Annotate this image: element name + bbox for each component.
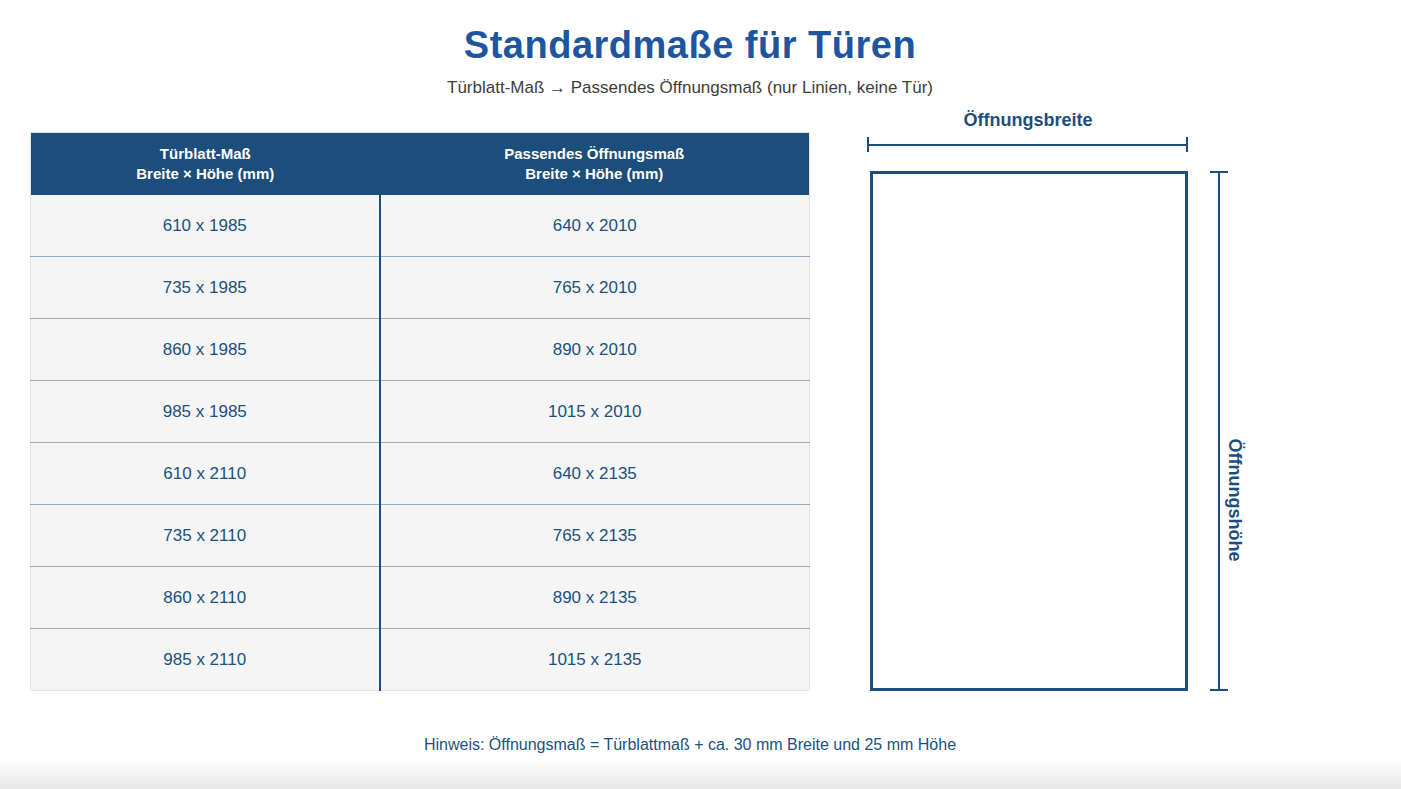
- bottom-gradient-band: [0, 762, 1401, 789]
- door-sizes-table: Türblatt-Maß Breite × Höhe (mm) Passende…: [30, 132, 810, 691]
- column-title: Passendes Öffnungsmaß: [380, 144, 810, 164]
- table-cell-tuerblatt: 985 x 1985: [31, 381, 380, 443]
- table-cell-oeffnungsmass: 765 x 2010: [380, 257, 810, 319]
- table-cell-tuerblatt: 735 x 1985: [31, 257, 380, 319]
- table-cell-oeffnungsmass: 890 x 2010: [380, 319, 810, 381]
- page: Standardmaße für Türen Türblatt-Maß → Pa…: [0, 0, 1401, 789]
- page-subtitle: Türblatt-Maß → Passendes Öffnungsmaß (nu…: [0, 78, 1380, 98]
- table-cell-oeffnungsmass: 640 x 2010: [380, 195, 810, 257]
- table-cell-tuerblatt: 610 x 1985: [31, 195, 380, 257]
- table-row: 860 x 2110 890 x 2135: [31, 567, 810, 629]
- opening-width-label: Öffnungsbreite: [868, 110, 1188, 131]
- opening-height-label-text: Öffnungshöhe: [1224, 439, 1245, 562]
- table-row: 610 x 2110 640 x 2135: [31, 443, 810, 505]
- footer-note: Hinweis: Öffnungsmaß = Türblattmaß + ca.…: [0, 736, 1380, 754]
- column-header-tuerblatt: Türblatt-Maß Breite × Höhe (mm): [31, 133, 380, 196]
- table-cell-oeffnungsmass: 640 x 2135: [380, 443, 810, 505]
- table-cell-oeffnungsmass: 1015 x 2010: [380, 381, 810, 443]
- table-cell-oeffnungsmass: 765 x 2135: [380, 505, 810, 567]
- table-cell-tuerblatt: 735 x 2110: [31, 505, 380, 567]
- table-body: 610 x 1985 640 x 2010 735 x 1985 765 x 2…: [31, 195, 810, 691]
- table-header-row: Türblatt-Maß Breite × Höhe (mm) Passende…: [31, 133, 810, 196]
- table-row: 735 x 1985 765 x 2010: [31, 257, 810, 319]
- height-dimension-line: [1218, 172, 1220, 689]
- column-title: Türblatt-Maß: [31, 144, 380, 164]
- table-row: 860 x 1985 890 x 2010: [31, 319, 810, 381]
- table-header: Türblatt-Maß Breite × Höhe (mm) Passende…: [31, 133, 810, 196]
- height-dimension-tick-bottom: [1210, 689, 1228, 691]
- table-cell-tuerblatt: 610 x 2110: [31, 443, 380, 505]
- table-row: 610 x 1985 640 x 2010: [31, 195, 810, 257]
- door-opening-rectangle: [870, 171, 1188, 691]
- column-subtitle: Breite × Höhe (mm): [31, 164, 380, 184]
- table-cell-tuerblatt: 860 x 1985: [31, 319, 380, 381]
- column-subtitle: Breite × Höhe (mm): [380, 164, 810, 184]
- column-header-oeffnungsmass: Passendes Öffnungsmaß Breite × Höhe (mm): [380, 133, 810, 196]
- table-cell-oeffnungsmass: 1015 x 2135: [380, 629, 810, 691]
- width-dimension-tick-right: [1186, 137, 1188, 152]
- table-row: 985 x 2110 1015 x 2135: [31, 629, 810, 691]
- page-title: Standardmaße für Türen: [0, 24, 1380, 67]
- width-dimension-line: [868, 144, 1188, 146]
- table-row: 735 x 2110 765 x 2135: [31, 505, 810, 567]
- table-cell-tuerblatt: 985 x 2110: [31, 629, 380, 691]
- table-row: 985 x 1985 1015 x 2010: [31, 381, 810, 443]
- table-cell-tuerblatt: 860 x 2110: [31, 567, 380, 629]
- table-cell-oeffnungsmass: 890 x 2135: [380, 567, 810, 629]
